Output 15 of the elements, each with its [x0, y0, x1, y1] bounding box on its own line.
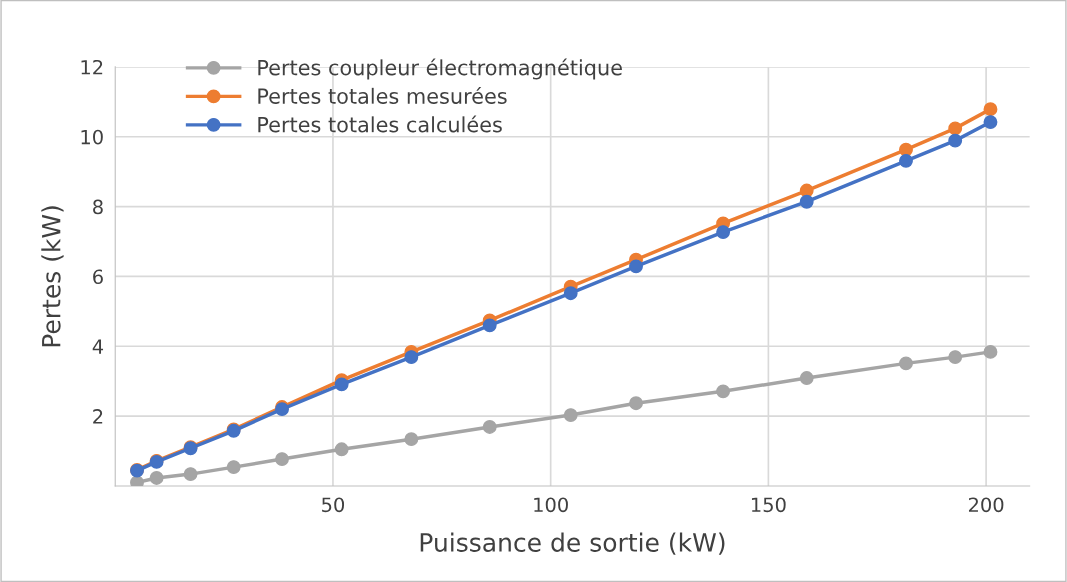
y-tick-label: 4	[92, 339, 104, 354]
x-tick-label: 100	[534, 497, 568, 513]
y-tick-label: 8	[93, 199, 103, 215]
legend-label: Pertes totales calculées	[258, 115, 502, 133]
y-axis-title: Pertes (kW)	[41, 206, 64, 347]
y-tick-label: 6	[93, 269, 103, 285]
legend-label: Pertes coupleur électromagnétique	[258, 58, 622, 80]
x-axis-title: Puissance de sortie (kW)	[420, 532, 725, 555]
legend-label: Pertes totales mesurées	[258, 87, 507, 104]
x-tick-label: 200	[968, 497, 1004, 513]
y-tick-label: 12	[81, 59, 103, 75]
y-tick-label: 10	[81, 129, 103, 145]
y-tick-label: 2	[93, 409, 103, 424]
x-tick-label: 150	[751, 497, 786, 513]
x-tick-label: 50	[322, 497, 345, 513]
